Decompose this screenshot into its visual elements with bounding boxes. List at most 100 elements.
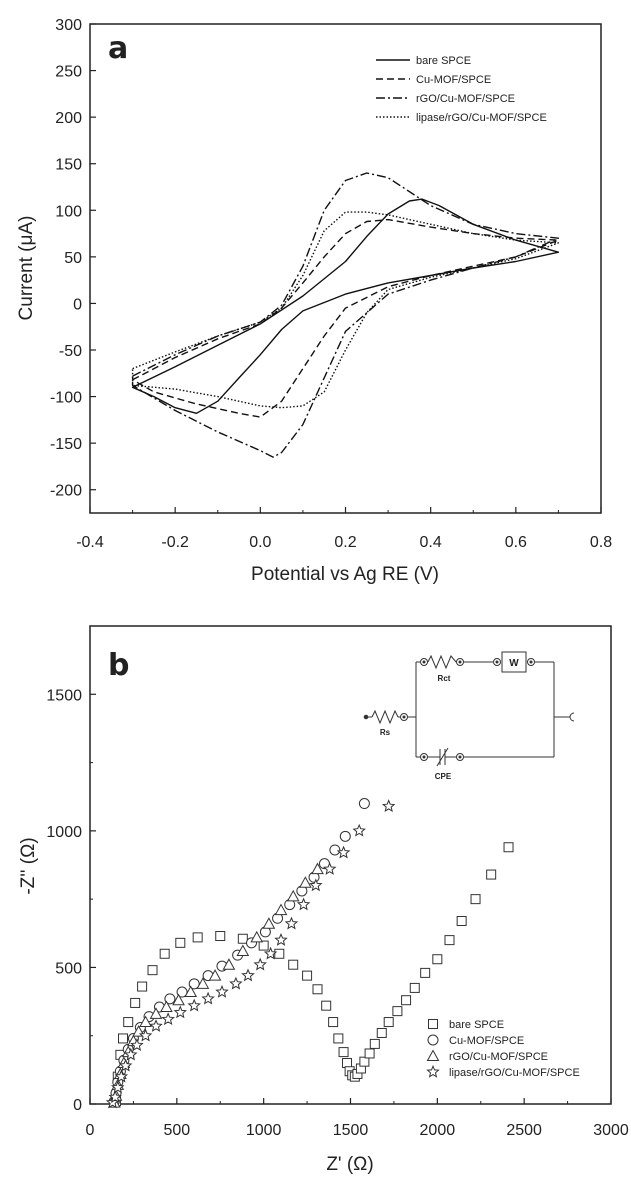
star-marker [263,946,278,960]
panel-label-b: b [108,648,129,683]
star-marker [309,878,323,892]
x-tick-label-b: 2000 [420,1122,456,1139]
square-marker [328,1017,339,1028]
triangle-marker [208,969,222,981]
square-marker [312,984,323,995]
circuit-node [420,753,428,761]
y-axis-label-b: -Z'' (Ω) [18,837,39,894]
y-tick-label-a: 0 [73,296,82,313]
x-tick-label-a: -0.2 [161,534,189,551]
star-marker [229,976,243,990]
circle-marker [176,986,188,998]
legend-b: bare SPCE Cu-MOF/SPCE rGO/Cu-MOF/SPCE lipas… [426,1019,580,1079]
triangle-marker [184,985,198,998]
triangle-marker [196,977,210,989]
star-marker [201,991,215,1005]
legend-label-b-3: rGO/Cu-MOF/SPCE [449,1051,548,1063]
x-tick-label-a: 0.0 [249,534,271,551]
star-marker [108,1090,122,1103]
square-marker [117,1033,128,1044]
x-tick-label-a: 0.6 [505,534,527,551]
circuit-label-rct: Rct [438,674,451,683]
square-marker [409,982,420,993]
cv-curve-2 [131,218,560,418]
y-tick-label-a: 200 [55,110,82,127]
circuit-node [420,658,428,666]
square-marker [392,1006,403,1017]
legend-marker-b-2 [427,1034,439,1046]
circuit-node [456,658,464,666]
star-marker [352,823,366,837]
resistor-rs-icon [371,709,399,725]
circuit-node [493,658,501,666]
square-marker [401,995,412,1006]
circle-marker [164,993,176,1005]
x-tick-label-a: 0.4 [420,534,442,551]
triangle-marker [250,930,264,943]
cpe-diagonal [436,747,449,767]
square-marker [364,1048,375,1059]
legend-marker-b-4 [426,1064,440,1078]
y-tick-label-a: 300 [55,17,82,34]
star-marker [322,862,337,875]
star-marker [173,1005,188,1019]
y-tick-label-a: 50 [64,250,82,267]
star-marker [215,984,229,998]
series-group-a [131,172,560,458]
x-tick-label-a: -0.4 [76,534,104,551]
circuit-node-dot [458,755,462,759]
star-marker [138,1028,153,1042]
circuit-node-dot [495,660,499,664]
y-tick-label-b: 500 [55,960,82,977]
x-tick-label-b: 1500 [333,1122,369,1139]
y-tick-label-b: 0 [73,1097,82,1114]
square-marker [359,1056,370,1067]
axis-ticks-b [89,693,612,1105]
circuit-node [527,658,535,666]
triangle-marker [222,958,236,970]
square-marker [274,948,285,959]
square-marker [159,948,170,959]
square-marker [342,1058,353,1069]
circuit-node-dot [422,755,426,759]
square-marker [376,1027,387,1038]
y-tick-label-b: 1000 [46,824,82,841]
panel-label-a: a [108,31,128,66]
legend-label-a-4: lipase/rGO/Cu-MOF/SPCE [416,112,547,124]
x-tick-label-b: 500 [163,1122,190,1139]
square-marker [215,931,226,942]
square-marker [175,937,186,948]
star-marker [381,799,396,813]
square-marker [123,1017,134,1028]
square-marker [147,965,158,976]
square-marker [288,959,299,970]
star-marker [284,916,299,930]
square-marker [258,940,269,951]
y-tick-label-a: -200 [50,483,82,500]
warburg-element-icon [501,651,527,673]
star-marker [274,933,288,946]
triangle-marker [262,917,276,929]
circuit-node-dot [529,660,533,664]
square-marker [503,842,514,853]
square-marker [137,981,148,992]
circle-marker [329,844,341,856]
circuit-label-w: W [509,658,519,669]
legend-a: bare SPCE Cu-MOF/SPCE rGO/Cu-MOF/SPCE lipas… [376,55,547,124]
circuit-label-rs: Rs [380,728,391,737]
x-tick-label-a: 0.8 [590,534,612,551]
triangle-marker [236,944,250,957]
circuit-label-cpe: CPE [435,772,452,781]
triangle-marker [160,1000,173,1013]
y-tick-label-a: 100 [55,203,82,220]
y-tick-label-a: -150 [50,436,82,453]
square-marker [456,915,467,926]
star-marker [336,845,351,859]
triangle-marker [286,889,300,902]
star-marker [124,1047,138,1061]
circuit-terminal-right [569,712,575,722]
square-marker [383,1017,394,1028]
star-marker [253,957,267,971]
circuit-node [400,713,408,721]
